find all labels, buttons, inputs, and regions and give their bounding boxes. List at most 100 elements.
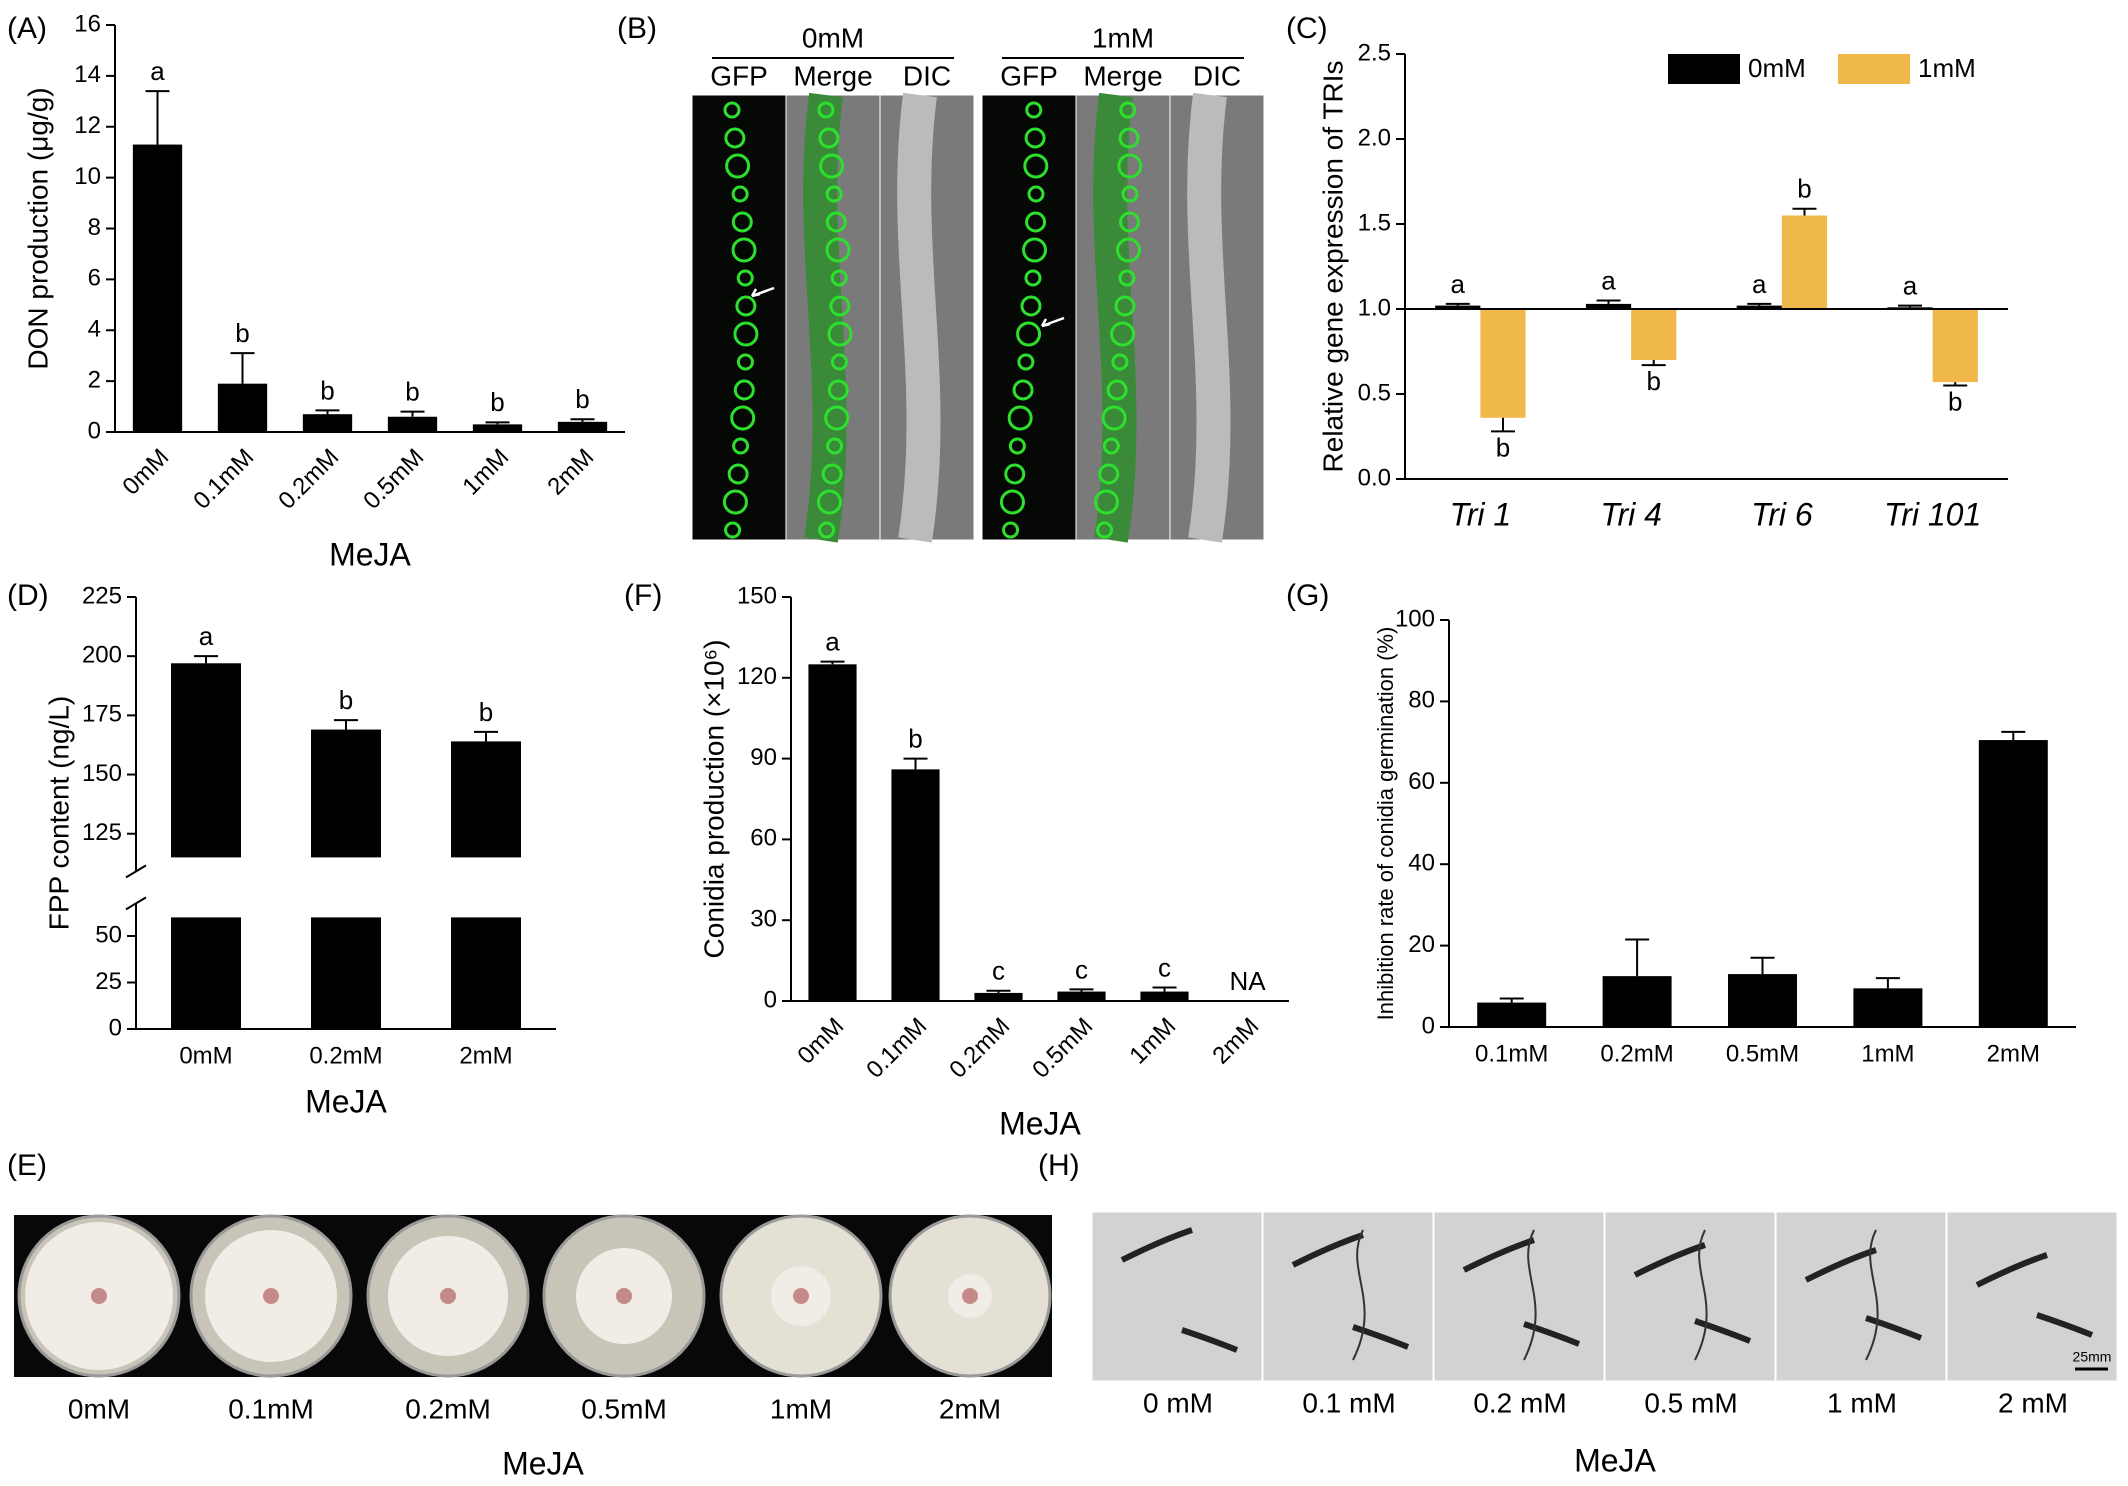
significance-letter: b xyxy=(320,375,334,405)
panel-label: (B) xyxy=(617,12,657,45)
error-bar xyxy=(315,409,340,415)
error-bar xyxy=(334,719,358,730)
gfp-spot xyxy=(1016,321,1042,347)
gfp-spot xyxy=(730,405,756,431)
y-tick-label: 200 xyxy=(82,642,122,669)
y-tick-label: 2 xyxy=(88,366,101,393)
panel-label: (E) xyxy=(7,1149,47,1182)
gfp-spot xyxy=(827,321,853,347)
significance-letter: a xyxy=(1903,270,1918,300)
error-bar xyxy=(1747,302,1772,306)
bar xyxy=(217,383,268,432)
image-caption: 0.2 mM xyxy=(1473,1387,1566,1418)
y-tick-label: 16 xyxy=(74,10,101,37)
y-tick-label: 175 xyxy=(82,701,122,728)
x-tick-label: 0.1mM xyxy=(1475,1040,1548,1067)
y-tick-label: 12 xyxy=(74,112,101,139)
legend-label: 1mM xyxy=(1918,53,1976,83)
error-bar xyxy=(820,660,845,665)
image-caption: 0.1 mM xyxy=(1302,1387,1395,1418)
error-bar xyxy=(2001,730,2026,741)
plate-caption: 0mM xyxy=(68,1393,130,1424)
bar xyxy=(1585,303,1632,309)
gfp-spot xyxy=(733,379,755,401)
error-bar xyxy=(1792,207,1817,216)
gfp-spot xyxy=(1093,489,1119,515)
gfp-spot xyxy=(1020,295,1042,317)
gfp-spot xyxy=(1025,101,1043,119)
x-tick-label: Tri 1 xyxy=(1450,496,1512,532)
bar xyxy=(1978,740,2048,1027)
break-mark xyxy=(125,896,147,911)
bar xyxy=(808,664,857,1001)
error-bar xyxy=(570,418,595,422)
gfp-spot xyxy=(818,521,836,539)
germ-tube xyxy=(1523,1229,1537,1361)
bar xyxy=(1853,988,1923,1027)
error-bar xyxy=(1490,417,1515,433)
plate-caption: 0.5mM xyxy=(581,1393,667,1424)
gfp-spot xyxy=(1007,405,1033,431)
gfp-spot xyxy=(1025,211,1047,233)
y-tick-label: 125 xyxy=(82,819,122,846)
gfp-spot xyxy=(727,463,749,485)
micrograph xyxy=(981,94,1077,541)
gfp-spot xyxy=(825,185,843,203)
channel-label: Merge xyxy=(1083,60,1162,91)
gfp-spot xyxy=(824,405,850,431)
image-caption: 1 mM xyxy=(1827,1387,1897,1418)
gfp-spot xyxy=(1119,211,1141,233)
bar xyxy=(132,144,183,432)
significance-letter: b xyxy=(575,384,589,414)
gfp-spot xyxy=(733,321,759,347)
y-tick-label: 2.5 xyxy=(1358,39,1391,66)
gfp-spot xyxy=(1106,379,1128,401)
bar xyxy=(974,992,1023,1001)
gfp-spot xyxy=(1116,237,1142,263)
error-bar xyxy=(1898,304,1923,308)
gfp-spot xyxy=(821,463,843,485)
significance-letter: b xyxy=(908,723,922,753)
x-tick-label: Tri 101 xyxy=(1884,496,1981,532)
channel-label: GFP xyxy=(1000,60,1058,91)
micrograph xyxy=(1091,1211,1263,1382)
group-title: 1mM xyxy=(1092,22,1154,53)
y-axis-label: DON production (μg/g) xyxy=(22,87,53,369)
error-bar xyxy=(1943,382,1968,387)
significance-letter: a xyxy=(1752,269,1767,299)
germ-tube xyxy=(1865,1229,1879,1361)
colony-center xyxy=(440,1288,456,1304)
channel-label: GFP xyxy=(710,60,768,91)
x-tick-label: 0.5mM xyxy=(358,444,429,515)
y-tick-label: 0.0 xyxy=(1358,464,1391,491)
error-bar xyxy=(1069,988,1094,992)
gfp-spot xyxy=(1008,437,1026,455)
micrograph xyxy=(1433,1211,1605,1382)
gfp-spot xyxy=(736,269,754,287)
colony-center xyxy=(962,1288,978,1304)
y-tick-label: 80 xyxy=(1408,687,1435,714)
significance-letter: c xyxy=(1158,952,1171,982)
conidium xyxy=(1181,1327,1239,1353)
error-bar xyxy=(145,90,170,145)
error-bar xyxy=(1750,956,1775,975)
x-tick-label: 0.2mM xyxy=(309,1042,382,1069)
gfp-spot xyxy=(724,127,746,149)
significance-letter: a xyxy=(150,56,165,86)
scale-label: 25mm xyxy=(2073,1349,2112,1365)
error-bar xyxy=(1625,938,1650,977)
y-tick-label: 150 xyxy=(82,760,122,787)
gfp-spot xyxy=(827,379,849,401)
y-tick-label: 14 xyxy=(74,61,101,88)
error-bar xyxy=(986,989,1011,993)
gfp-spot xyxy=(1114,295,1136,317)
bar xyxy=(171,917,241,1029)
x-tick-label: 0.2mM xyxy=(1600,1040,1673,1067)
legend-swatch xyxy=(1668,54,1740,84)
conidium xyxy=(2036,1312,2094,1338)
panel-label: (G) xyxy=(1286,579,1329,612)
gfp-spot xyxy=(825,211,847,233)
y-axis-label: FPP content (ng/L) xyxy=(43,696,74,931)
axis-break xyxy=(124,871,556,904)
gfp-spot xyxy=(1121,185,1139,203)
